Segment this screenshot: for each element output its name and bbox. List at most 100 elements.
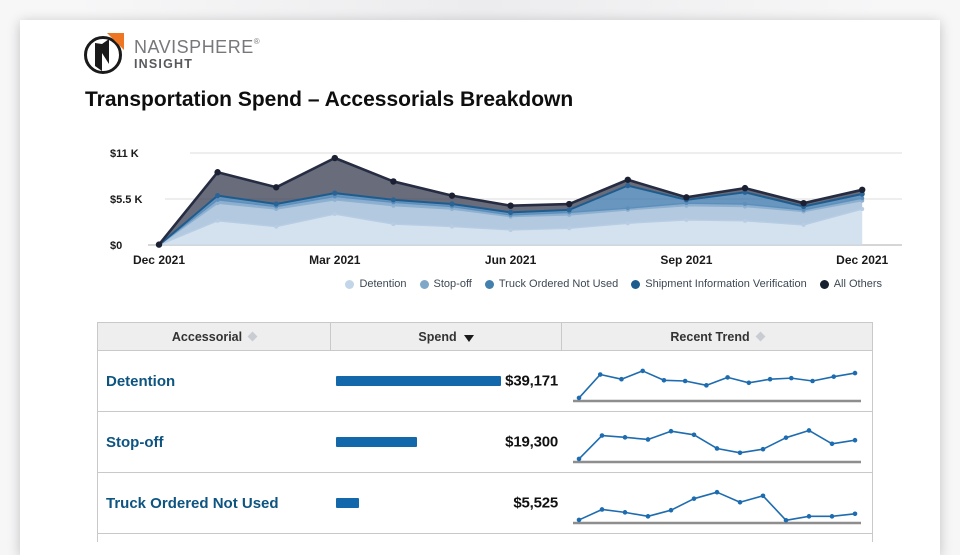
- spend-value: $5,525: [513, 494, 558, 512]
- sparkline-point: [668, 507, 673, 513]
- chart-legend: Detention Stop-off Truck Ordered Not Used S…: [345, 278, 882, 290]
- sparkline-point: [645, 514, 650, 519]
- data-point-detention: [567, 226, 572, 231]
- spend-value: $39,171: [505, 372, 558, 390]
- table-body: Detention $39,171 Stop-off $19,300 Truck Ord…: [98, 351, 872, 534]
- trend-cell: [561, 351, 872, 411]
- table-header-row: Accessorial Spend Recent Trend: [98, 323, 872, 351]
- data-point-all-others: [273, 184, 280, 191]
- trend-sparkline: [572, 368, 861, 403]
- sparkline-point: [622, 510, 627, 515]
- column-header-label: Recent Trend: [670, 329, 750, 344]
- sparkline-point: [576, 456, 581, 462]
- sparkline-line: [578, 491, 855, 522]
- spend-stacked-area-chart: $0 $5.5 K $11 K Dec 2021 Mar 2021 Jun 2021 Sep…: [80, 138, 910, 274]
- legend-item-truck-ordered-not-used[interactable]: Truck Ordered Not Used: [484, 278, 619, 290]
- sparkline-point: [852, 511, 857, 517]
- legend-dot-icon: [484, 279, 494, 289]
- legend-label: Truck Ordered Not Used: [498, 278, 619, 290]
- next-row-partial: [98, 534, 872, 542]
- spend-cell: $19,300: [330, 412, 561, 472]
- accessorial-link[interactable]: Truck Ordered Not Used: [106, 494, 279, 512]
- area-band-all-others: [159, 158, 863, 245]
- data-point-detention: [743, 218, 747, 223]
- data-point-detention: [274, 224, 279, 229]
- data-point-shipment-information-verification: [332, 190, 338, 196]
- sparkline-point: [809, 378, 815, 384]
- sparkline-point: [760, 446, 765, 452]
- data-point-shipment-information-verification: [273, 201, 279, 207]
- spend-cell: $5,525: [330, 473, 561, 533]
- sparkline-point: [852, 437, 857, 443]
- data-point-all-others: [214, 169, 221, 176]
- column-header-recent-trend[interactable]: Recent Trend: [561, 323, 872, 350]
- area-chart-svg: $0 $5.5 K $11 K Dec 2021 Mar 2021 Jun 2021 Sep…: [110, 148, 902, 267]
- sparkline-point: [746, 380, 751, 386]
- data-point-detention: [625, 221, 630, 226]
- accessorial-link[interactable]: Stop-off: [106, 433, 164, 451]
- legend-dot-icon: [419, 279, 429, 289]
- sort-descending-icon: [463, 334, 474, 342]
- spend-cell: $39,171: [330, 351, 561, 411]
- sort-unsorted-icon: [247, 331, 258, 342]
- page-title: Transportation Spend – Accessorials Brea…: [85, 88, 574, 111]
- sparkline-point: [788, 375, 794, 381]
- data-point-truck-ordered-not-used: [625, 206, 630, 211]
- data-point-stop-off: [332, 197, 337, 202]
- sparkline-point: [576, 395, 581, 401]
- data-point-all-others: [566, 200, 573, 208]
- legend-item-shipment-information-verification[interactable]: Shipment Information Verification: [631, 278, 807, 290]
- sparkline-point: [806, 428, 811, 433]
- sparkline-line: [577, 370, 855, 399]
- sparkline-point: [737, 450, 742, 456]
- sparkline-point: [760, 493, 765, 499]
- table-row-stop-off: Stop-off $19,300: [98, 412, 872, 473]
- data-point-all-others: [390, 178, 397, 185]
- column-header-accessorial[interactable]: Accessorial: [98, 323, 330, 350]
- sparkline-point: [691, 432, 696, 438]
- x-axis-tick-label: Dec 2021: [836, 253, 888, 267]
- sort-unsorted-icon: [755, 331, 766, 342]
- accessorials-table: Accessorial Spend Recent Trend Detention $3…: [97, 322, 873, 542]
- legend-item-stop-off[interactable]: Stop-off: [419, 278, 472, 290]
- legend-item-all-others[interactable]: All Others: [819, 278, 882, 290]
- legend-dot-icon: [345, 279, 355, 289]
- sparkline-point: [703, 383, 709, 388]
- data-point-truck-ordered-not-used: [743, 202, 747, 207]
- accessorial-link[interactable]: Detention: [106, 372, 176, 390]
- legend-label: All Others: [833, 278, 882, 290]
- data-point-all-others: [741, 184, 749, 192]
- data-point-all-others: [624, 176, 631, 183]
- trend-sparkline: [572, 489, 861, 525]
- trend-sparkline: [572, 428, 861, 464]
- data-point-all-others: [331, 154, 338, 162]
- legend-label: Detention: [359, 278, 407, 290]
- data-point-shipment-information-verification: [566, 207, 572, 213]
- y-axis-tick-label: $5.5 K: [110, 194, 142, 206]
- data-point-truck-ordered-not-used: [860, 196, 865, 201]
- legend-item-detention[interactable]: Detention: [345, 278, 407, 290]
- data-point-all-others: [683, 194, 690, 201]
- data-point-shipment-information-verification: [625, 183, 631, 189]
- data-point-detention: [508, 227, 513, 232]
- brand-wordmark: NAVISPHERE® INSIGHT: [134, 36, 261, 71]
- sparkline-point: [829, 514, 834, 519]
- data-point-all-others: [155, 241, 163, 248]
- data-point-detention: [860, 207, 865, 212]
- brand-name: NAVISPHERE®: [134, 36, 261, 57]
- sparkline-point: [668, 428, 673, 434]
- area-band-stop-off: [159, 199, 863, 245]
- dashboard-card: NAVISPHERE® INSIGHT Transportation Spend…: [20, 20, 940, 555]
- sparkline-point: [576, 517, 581, 523]
- spend-bar: [336, 437, 417, 447]
- x-axis-tick-label: Dec 2021: [133, 253, 185, 267]
- data-point-shipment-information-verification: [508, 209, 514, 215]
- column-header-spend[interactable]: Spend: [330, 323, 561, 350]
- data-point-shipment-information-verification: [449, 201, 455, 207]
- navisphere-brand: NAVISPHERE® INSIGHT: [82, 30, 260, 78]
- sparkline-point: [830, 374, 836, 379]
- sparkline-point: [783, 517, 788, 523]
- data-point-shipment-information-verification: [390, 197, 396, 203]
- data-point-all-others: [448, 192, 456, 199]
- data-point-shipment-information-verification: [215, 193, 221, 199]
